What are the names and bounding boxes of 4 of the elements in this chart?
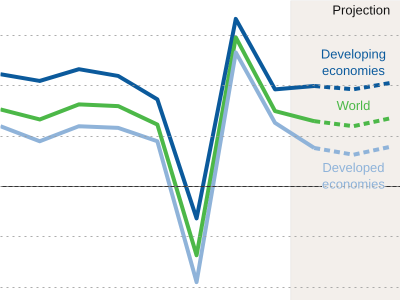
text: Projection <box>332 2 390 18</box>
series-label: World <box>336 98 370 114</box>
series-label: Developing economies <box>320 46 386 78</box>
series-label: Developed economies <box>322 160 386 192</box>
